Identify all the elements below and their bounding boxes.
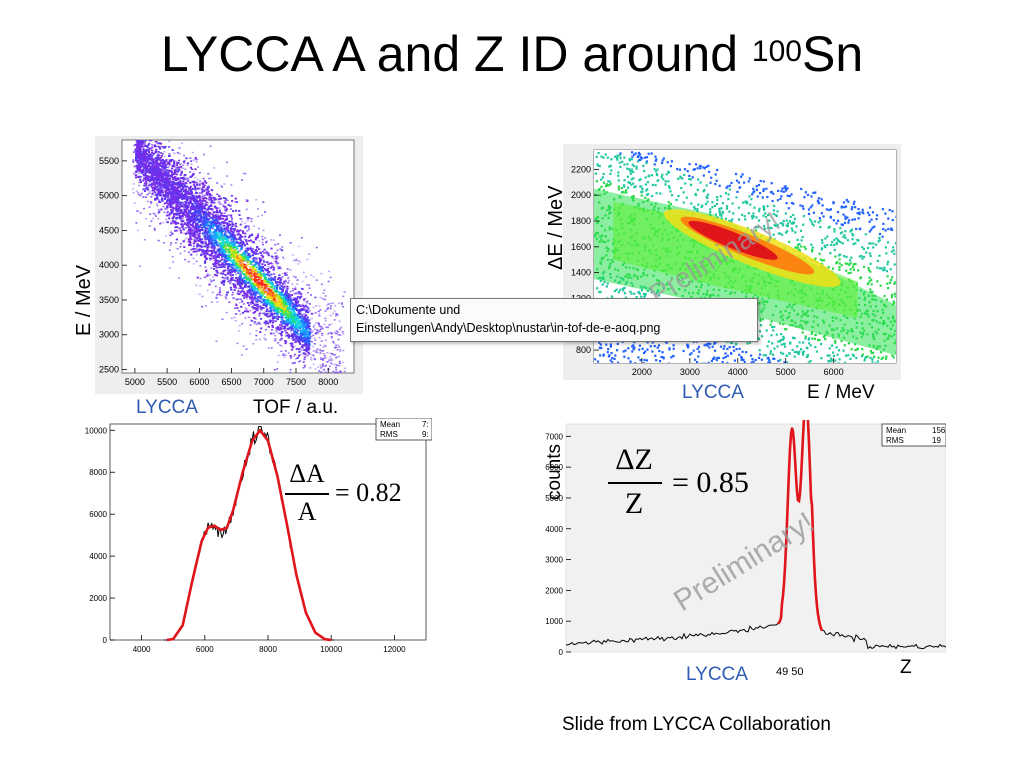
h2-xlabel-prefix: LYCCA [686, 664, 748, 685]
h1-y-tick-3: 6000 [89, 510, 107, 519]
hm2-x-tick-2: 4000 [728, 367, 748, 377]
hm1-y-tick-4: 4500 [99, 225, 119, 235]
hm1-y-tick-5: 5000 [99, 191, 119, 201]
h2-y-tick-4: 4000 [545, 525, 563, 534]
histogram-a-fit [166, 428, 332, 642]
hm1-y-tick-2: 3500 [99, 295, 119, 305]
hm2-x-tick-3: 5000 [776, 367, 796, 377]
hm2-x-tick-0: 2000 [632, 367, 652, 377]
hm2-y-tick-3: 1400 [571, 268, 591, 278]
h1-x-tick-1: 6000 [196, 645, 214, 654]
hm2-y-tick-5: 1800 [571, 216, 591, 226]
slide-footer: Slide from LYCCA Collaboration [562, 714, 831, 735]
h1-y-tick-0: 0 [103, 636, 108, 645]
h2-stats-rms-label: RMS [886, 436, 904, 445]
h1-x-tick-3: 10000 [320, 645, 343, 654]
formula-a: ΔA A = 0.82 [283, 458, 423, 538]
formula-z-rhs: = 0.85 [672, 466, 749, 499]
formula-a-rhs: = 0.82 [335, 478, 402, 507]
hm1-x-tick-2: 6000 [189, 377, 209, 387]
hm1-x-tick-1: 5500 [157, 377, 177, 387]
histogram-z-data [565, 420, 946, 650]
h1-stats-mean-value: 7: [422, 420, 429, 429]
h2-xtick-marks: 49 50 [776, 666, 804, 678]
hm1-xlabel: TOF / a.u. [253, 397, 338, 418]
file-path-tooltip: C:\Dokumente und Einstellungen\Andy\Desk… [350, 298, 758, 342]
heatmap-e-vs-tof: 5000 5500 6000 6500 7000 7500 8000 2500 3000 3500… [73, 136, 363, 418]
formula-z: ΔZ Z = 0.85 [606, 442, 796, 532]
formula-z-num: ΔZ [615, 443, 653, 476]
h2-stats-mean-value: 156 [932, 426, 946, 435]
h1-y-tick-1: 2000 [89, 594, 107, 603]
tooltip-line-2: Einstellungen\Andy\Desktop\nustar\in-tof… [356, 321, 661, 335]
hm2-x-tick-4: 6000 [824, 367, 844, 377]
h2-y-tick-1: 1000 [545, 617, 563, 626]
h1-y-tick-4: 8000 [89, 468, 107, 477]
h2-stats-rms-value: 19 [932, 436, 941, 445]
histogram-a: 4000 6000 8000 10000 12000 0 2000 4000 6000 8000 1… [85, 418, 432, 654]
hm1-xlabel-prefix: LYCCA [136, 397, 198, 418]
hm1-x-tick-4: 7000 [254, 377, 274, 387]
h1-x-tick-4: 12000 [383, 645, 406, 654]
formula-z-den: Z [624, 487, 644, 520]
hm1-ylabel: E / MeV [73, 264, 95, 336]
tooltip-line-1: C:\Dokumente und [356, 303, 461, 317]
h1-y-tick-2: 4000 [89, 552, 107, 561]
formula-a-num: ΔA [289, 459, 325, 488]
histogram-z: 0 1000 2000 3000 4000 5000 6000 7000 Mean RMS 1… [544, 420, 946, 685]
h2-stats-mean-label: Mean [886, 426, 906, 435]
hm2-xlabel: E / MeV [807, 382, 875, 403]
h1-stats-mean-label: Mean [380, 420, 400, 429]
h1-x-tick-2: 8000 [259, 645, 277, 654]
hm2-ylabel: ΔE / MeV [545, 185, 567, 270]
h1-stats-rms-label: RMS [380, 430, 398, 439]
h2-y-tick-3: 3000 [545, 556, 563, 565]
h1-y-tick-5: 10000 [85, 426, 108, 435]
hm1-y-tick-3: 4000 [99, 260, 119, 270]
hm2-y-tick-7: 2200 [571, 164, 591, 174]
h2-y-tick-0: 0 [559, 648, 564, 657]
heatmap-de-vs-e: 2000300040005000600080010001200140016001… [545, 144, 901, 403]
hm1-x-tick-5: 7500 [286, 377, 306, 387]
hm2-y-tick-6: 2000 [571, 190, 591, 200]
h2-y-tick-7: 7000 [545, 432, 563, 441]
hm2-y-tick-4: 1600 [571, 242, 591, 252]
h2-ylabel: counts [544, 444, 565, 500]
hm1-x-tick-6: 8000 [318, 377, 338, 387]
h1-x-tick-0: 4000 [133, 645, 151, 654]
formula-a-den: A [297, 497, 317, 526]
h1-stats-rms-value: 9: [422, 430, 429, 439]
h2-y-tick-2: 2000 [545, 586, 563, 595]
hm2-xlabel-prefix: LYCCA [682, 382, 744, 403]
h2-y-tick-6: 6000 [545, 463, 563, 472]
h2-y-tick-5: 5000 [545, 494, 563, 503]
slide-title: LYCCA A and Z ID around 100Sn [160, 26, 864, 82]
h2-xlabel: Z [900, 657, 912, 678]
hm2-x-tick-1: 3000 [680, 367, 700, 377]
hm1-x-tick-3: 6500 [222, 377, 242, 387]
hm1-x-tick-0: 5000 [125, 377, 145, 387]
hm2-y-tick-0: 800 [576, 345, 591, 355]
hm1-y-tick-6: 5500 [99, 156, 119, 166]
hm1-y-tick-0: 2500 [99, 365, 119, 375]
hm1-y-tick-1: 3000 [99, 330, 119, 340]
histogram-z-fit [777, 420, 824, 632]
